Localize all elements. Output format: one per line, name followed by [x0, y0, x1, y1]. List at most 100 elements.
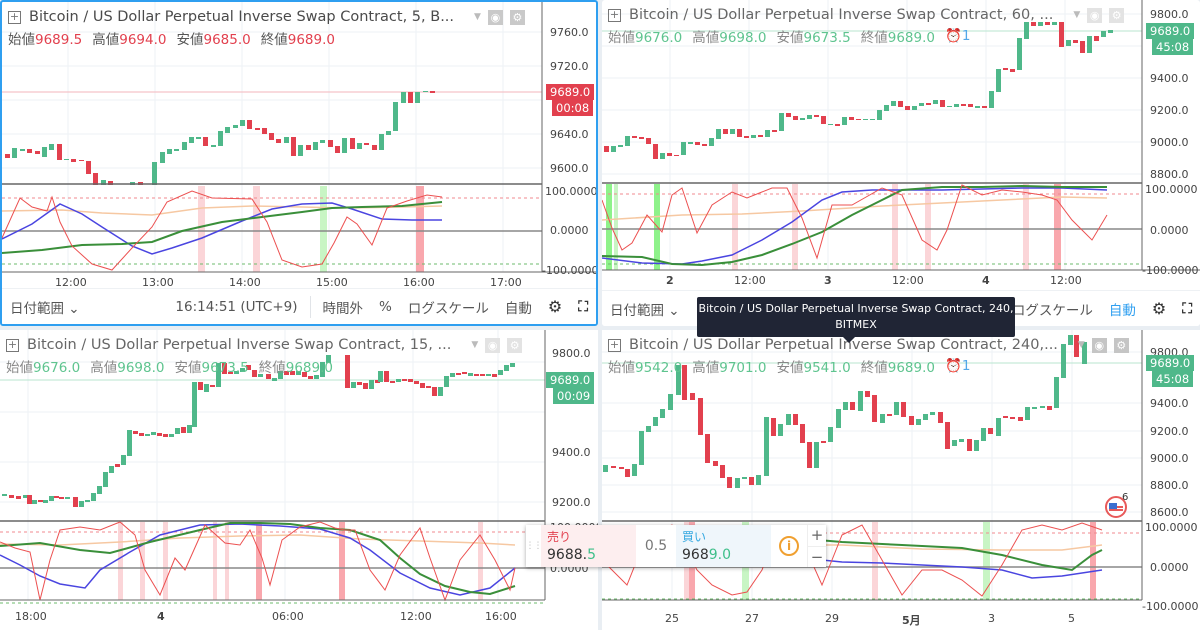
buy-button[interactable]: 買い 9689.0	[676, 525, 771, 567]
time-tick: 17:00	[490, 276, 522, 289]
price-tick: 9400.0	[1150, 72, 1189, 85]
eye-icon[interactable]: ◉	[485, 337, 501, 353]
high-label: 高値	[90, 360, 118, 376]
expand-icon[interactable]: +	[8, 9, 21, 24]
alarm-count: 1	[961, 358, 971, 374]
economic-events-icon[interactable]	[1105, 496, 1127, 518]
chart-pane-15m[interactable]: + Bitcoin / US Dollar Perpetual Inverse …	[0, 330, 598, 630]
high-value: 9701.0	[719, 360, 767, 376]
chart-pane-60m[interactable]: + Bitcoin / US Dollar Perpetual Inverse …	[602, 0, 1200, 326]
price-tick: 9800.0	[1150, 8, 1189, 21]
low-value: 9673.5	[803, 30, 851, 46]
log-scale-toggle[interactable]: ログスケール	[1011, 302, 1093, 319]
alarm-icon[interactable]: ⏰1	[945, 358, 971, 374]
close-label: 終値	[860, 30, 888, 46]
bar-countdown: 00:08	[552, 100, 594, 116]
time-tick: 14:00	[229, 276, 261, 289]
time-tick: 5	[1068, 612, 1075, 625]
last-price-tag: 9689.0	[546, 372, 595, 388]
osc-tick: 0.0000	[1150, 224, 1189, 237]
low-value: 9673.5	[201, 360, 249, 376]
open-value: 9689.5	[35, 32, 83, 48]
time-tick: 12:00	[734, 274, 766, 287]
eye-icon[interactable]: ◉	[1087, 7, 1103, 23]
spread-value: 0.5	[644, 538, 668, 554]
last-price-tag: 9689.0	[546, 84, 595, 100]
percent-scale-toggle[interactable]: %	[379, 298, 392, 315]
sell-button[interactable]: 売り 9688.5	[541, 525, 636, 567]
osc-tick: -100.0000	[542, 264, 598, 277]
low-value: 9541.0	[803, 360, 851, 376]
osc-tick: 100.0000	[1145, 183, 1198, 196]
date-range-button[interactable]: 日付範囲 ⌄	[10, 300, 80, 317]
auto-scale-toggle[interactable]: 自動	[504, 300, 532, 317]
osc-tick: 0.0000	[550, 224, 589, 237]
auto-scale-toggle[interactable]: 自動	[1108, 302, 1136, 319]
symbol-title[interactable]: Bitcoin / US Dollar Perpetual Inverse Sw…	[29, 9, 455, 25]
gear-icon[interactable]: ⚙	[547, 297, 563, 316]
eye-icon[interactable]: ◉	[1091, 337, 1107, 353]
close-label: 終値	[260, 32, 288, 48]
gear-icon[interactable]: ⚙	[1109, 7, 1125, 23]
gear-icon[interactable]: ⚙	[1151, 299, 1167, 318]
tooltip-line: Bitcoin / US Dollar Perpetual Inverse Sw…	[698, 302, 1014, 315]
chart-bottom-toolbar: 日付範囲 ⌄ 16:14:51 (UTC+9) 時間外 % ログスケール 自動 …	[2, 288, 596, 324]
time-tick: 29	[825, 612, 839, 625]
open-value: 9676.0	[33, 360, 81, 376]
open-label: 始値	[608, 360, 635, 376]
open-label: 始値	[608, 30, 635, 46]
gear-icon[interactable]: ⚙	[1113, 337, 1129, 353]
fullscreen-icon[interactable]: ⛶	[578, 298, 588, 315]
expand-icon[interactable]: +	[6, 337, 19, 352]
open-label: 始値	[8, 32, 35, 48]
expand-icon[interactable]: +	[608, 337, 621, 352]
drag-handle-icon[interactable]: ⋮⋮	[525, 541, 543, 551]
symbol-title[interactable]: Bitcoin / US Dollar Perpetual Inverse Sw…	[27, 337, 452, 353]
sell-label: 売り	[547, 530, 572, 544]
clock-timezone[interactable]: 16:14:51 (UTC+9)	[175, 298, 298, 315]
time-tick: 2	[666, 274, 674, 287]
chevron-down-icon[interactable]: ▼	[1077, 340, 1085, 350]
low-value: 9685.0	[203, 32, 251, 48]
time-tick: 18:00	[15, 610, 47, 623]
price-chart-5m[interactable]	[2, 2, 596, 292]
increase-quantity-button[interactable]: +	[808, 525, 826, 547]
chart-pane-240m[interactable]: + Bitcoin / US Dollar Perpetual Inverse …	[602, 330, 1200, 630]
price-tick: 8800.0	[1150, 168, 1189, 181]
log-scale-toggle[interactable]: ログスケール	[407, 300, 489, 317]
symbol-title[interactable]: Bitcoin / US Dollar Perpetual Inverse Sw…	[629, 7, 1054, 23]
fullscreen-icon[interactable]: ⛶	[1182, 300, 1192, 317]
high-label: 高値	[692, 360, 720, 376]
chevron-down-icon[interactable]: ▼	[1073, 10, 1081, 20]
close-label: 終値	[860, 360, 888, 376]
eye-icon[interactable]: ◉	[487, 9, 503, 25]
chevron-down-icon[interactable]: ▼	[474, 12, 481, 22]
extended-hours-toggle[interactable]: 時間外	[322, 300, 364, 317]
high-value: 9698.0	[117, 360, 165, 376]
price-chart-60m[interactable]	[602, 0, 1200, 290]
gear-icon[interactable]: ⚙	[509, 9, 525, 25]
last-price-tag: 9689.0	[1146, 355, 1195, 371]
time-tick: 15:00	[316, 276, 348, 289]
price-tick: 9640.0	[550, 128, 589, 141]
chevron-down-icon[interactable]: ▼	[471, 340, 479, 350]
low-label: 安値	[174, 360, 202, 376]
gear-icon[interactable]: ⚙	[507, 337, 523, 353]
expand-icon[interactable]: +	[608, 7, 621, 22]
chart-legend: + Bitcoin / US Dollar Perpetual Inverse …	[6, 334, 523, 376]
decrease-quantity-button[interactable]: −	[810, 547, 824, 566]
info-button[interactable]: i	[771, 525, 807, 567]
chart-pane-5m[interactable]: + Bitcoin / US Dollar Perpetual Inverse …	[0, 0, 598, 326]
price-tick: 9760.0	[550, 26, 589, 39]
price-tick: 8600.0	[1150, 506, 1189, 519]
low-label: 安値	[176, 32, 204, 48]
sell-price: 9688.5	[547, 547, 597, 563]
info-icon: i	[779, 536, 799, 556]
time-tick: 16:00	[485, 610, 517, 623]
time-tick: 06:00	[272, 610, 304, 623]
time-tick: 25	[665, 612, 679, 625]
date-range-button[interactable]: 日付範囲 ⌄	[610, 302, 680, 319]
buy-label: 買い	[682, 530, 707, 544]
alarm-icon[interactable]: ⏰1	[945, 28, 971, 44]
symbol-title[interactable]: Bitcoin / US Dollar Perpetual Inverse Sw…	[629, 337, 1058, 353]
